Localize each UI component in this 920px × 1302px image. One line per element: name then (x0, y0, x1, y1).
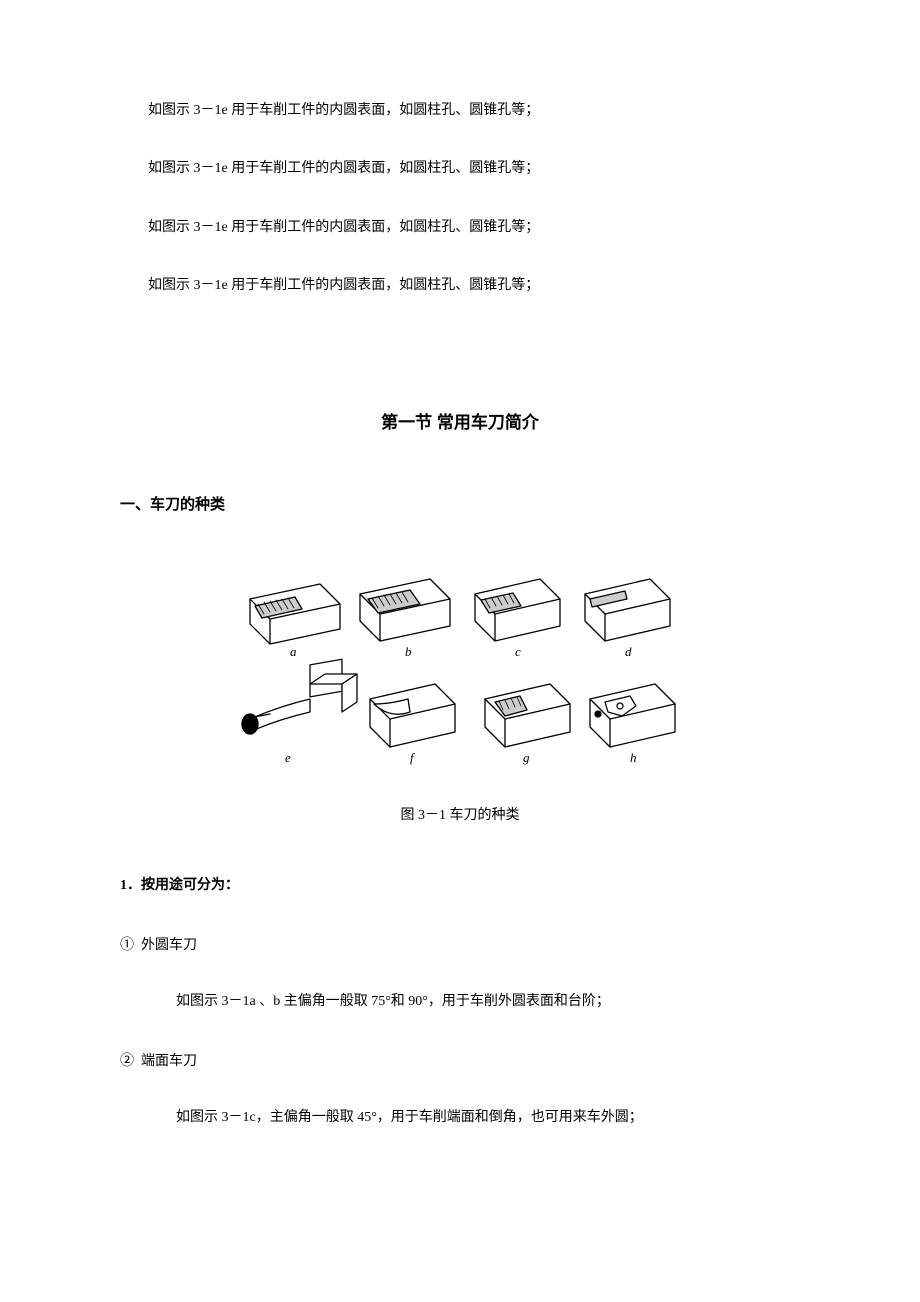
fig-label-d: d (625, 644, 632, 659)
list-item-body: 如图示 3－1a 、b 主偏角一般取 75°和 90°，用于车削外圆表面和台阶； (120, 990, 800, 1010)
tool-illustration: a b c d e f g h (230, 544, 690, 774)
heading-2: 一、车刀的种类 (120, 493, 800, 514)
fig-label-h: h (630, 750, 637, 765)
paragraph: 如图示 3－1e 用于车削工件的内圆表面，如圆柱孔、圆锥孔等； (120, 100, 800, 122)
item-num: ① (120, 938, 134, 953)
heading-3: 1．按用途可分为： (120, 874, 800, 894)
fig-label-a: a (290, 644, 297, 659)
list-item-head: ② 端面车刀 (120, 1050, 800, 1070)
list-item-body: 如图示 3－1c，主偏角一般取 45°，用于车削端面和倒角，也可用来车外圆； (120, 1106, 800, 1126)
fig-label-c: c (515, 644, 521, 659)
section-title: 第一节 常用车刀简介 (120, 408, 800, 433)
paragraph: 如图示 3－1e 用于车削工件的内圆表面，如圆柱孔、圆锥孔等； (120, 217, 800, 239)
fig-label-g: g (523, 750, 530, 765)
paragraph: 如图示 3－1e 用于车削工件的内圆表面，如圆柱孔、圆锥孔等； (120, 275, 800, 297)
item-name: 端面车刀 (141, 1054, 197, 1069)
figure: a b c d e f g h (120, 544, 800, 774)
fig-label-f: f (410, 750, 416, 765)
list-item-head: ① 外圆车刀 (120, 934, 800, 954)
item-num: ② (120, 1054, 134, 1069)
paragraph: 如图示 3－1e 用于车削工件的内圆表面，如圆柱孔、圆锥孔等； (120, 158, 800, 180)
fig-label-e: e (285, 750, 291, 765)
figure-caption: 图 3－1 车刀的种类 (120, 804, 800, 824)
fig-label-b: b (405, 644, 412, 659)
page: 如图示 3－1e 用于车削工件的内圆表面，如圆柱孔、圆锥孔等； 如图示 3－1e… (0, 0, 920, 1226)
item-name: 外圆车刀 (141, 938, 197, 953)
